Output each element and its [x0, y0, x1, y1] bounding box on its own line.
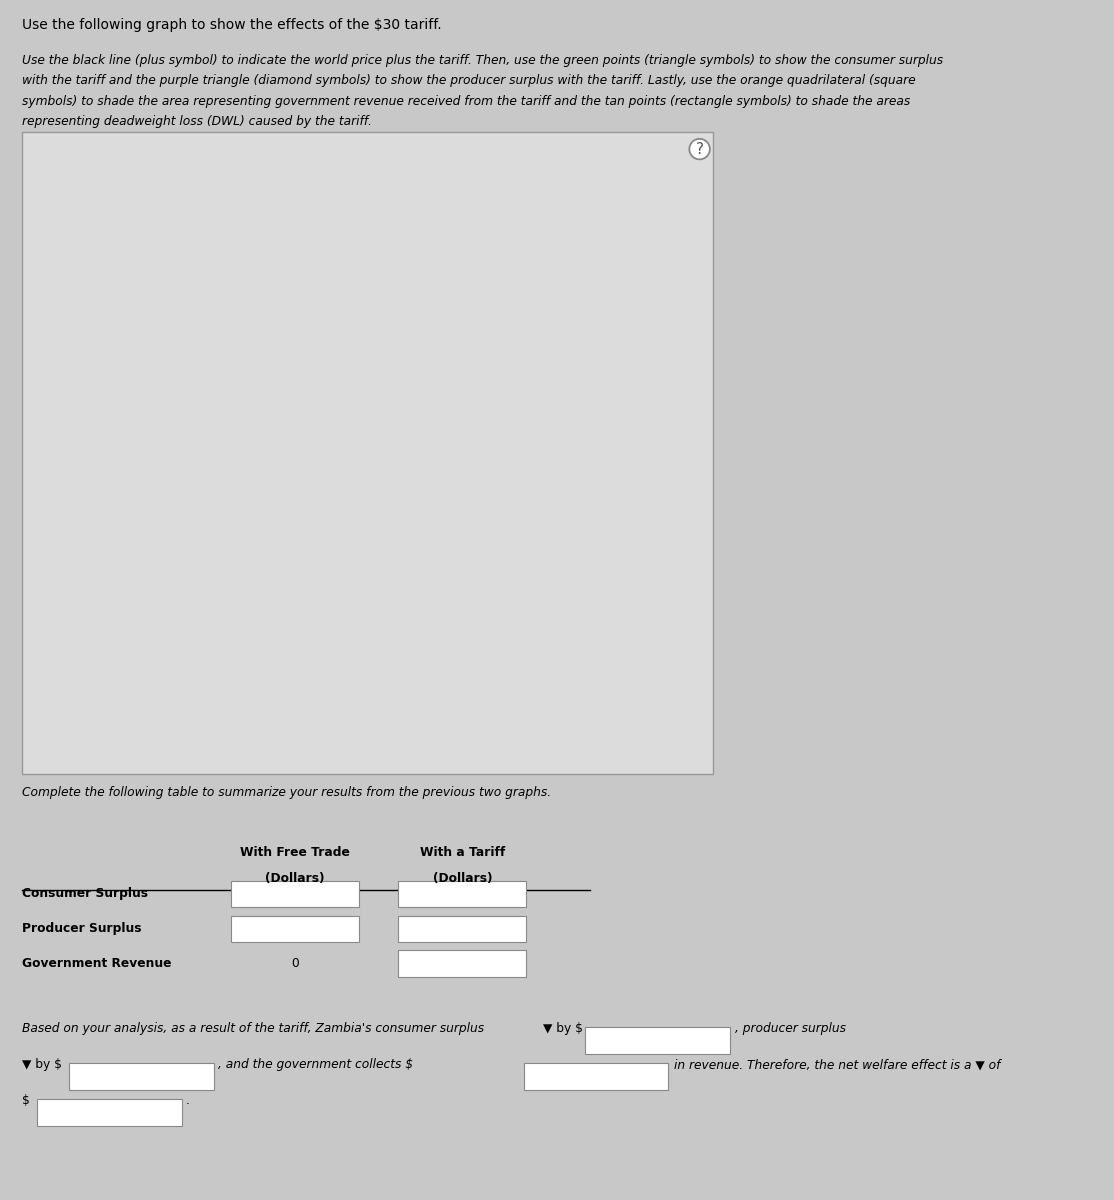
FancyBboxPatch shape	[517, 466, 620, 542]
Text: Use the following graph to show the effects of the $30 tariff.: Use the following graph to show the effe…	[22, 18, 442, 32]
Polygon shape	[206, 530, 243, 582]
Y-axis label: PRICE (Dollars per ton): PRICE (Dollars per ton)	[47, 385, 59, 521]
Text: in revenue. Therefore, the net welfare effect is a ▼ of: in revenue. Therefore, the net welfare e…	[674, 1058, 1000, 1072]
Text: World Price Plus Tariff: World Price Plus Tariff	[528, 247, 655, 260]
Polygon shape	[243, 530, 342, 582]
Text: PS: PS	[528, 466, 541, 479]
Polygon shape	[95, 185, 342, 530]
Text: Government Revenue: Government Revenue	[528, 569, 656, 582]
Text: $: $	[22, 1094, 30, 1108]
X-axis label: QUANTITY (Tons of soybeans): QUANTITY (Tons of soybeans)	[206, 762, 379, 775]
Text: Domestic Supply: Domestic Supply	[340, 191, 440, 204]
Text: representing deadweight loss (DWL) caused by the tariff.: representing deadweight loss (DWL) cause…	[22, 115, 372, 128]
Text: symbols) to shade the area representing government revenue received from the tar: symbols) to shade the area representing …	[22, 95, 910, 108]
Text: ?: ?	[695, 142, 704, 156]
Text: Consumer Surplus: Consumer Surplus	[22, 888, 148, 900]
Text: CS: CS	[528, 376, 544, 389]
Text: Domestic Demand: Domestic Demand	[102, 191, 212, 204]
Text: Complete the following table to summarize your results from the previous two gra: Complete the following table to summariz…	[22, 786, 551, 799]
Text: Based on your analysis, as a result of the tariff, Zambia's consumer surplus: Based on your analysis, as a result of t…	[22, 1022, 485, 1036]
Text: With Free Trade: With Free Trade	[241, 846, 350, 859]
Text: (Dollars): (Dollars)	[432, 872, 492, 886]
Text: ▼ by $: ▼ by $	[22, 1058, 62, 1072]
Polygon shape	[517, 260, 620, 350]
Text: With a Tariff: With a Tariff	[420, 846, 505, 859]
Text: ▼ by $: ▼ by $	[543, 1022, 583, 1036]
Text: Producer Surplus: Producer Surplus	[22, 923, 141, 935]
Text: $P_W$: $P_W$	[466, 563, 486, 577]
Text: Government Revenue: Government Revenue	[22, 958, 172, 970]
Text: (Dollars): (Dollars)	[265, 872, 325, 886]
Text: , and the government collects $: , and the government collects $	[218, 1058, 413, 1072]
Text: 0: 0	[292, 958, 299, 970]
Polygon shape	[342, 530, 379, 582]
Text: .: .	[186, 1094, 189, 1108]
Text: with the tariff and the purple triangle (diamond symbols) to show the producer s: with the tariff and the purple triangle …	[22, 74, 916, 88]
Text: Use the black line (plus symbol) to indicate the world price plus the tariff. Th: Use the black line (plus symbol) to indi…	[22, 54, 944, 67]
Text: , producer surplus: , producer surplus	[735, 1022, 847, 1036]
Text: DWL: DWL	[528, 697, 555, 710]
Polygon shape	[95, 530, 243, 738]
Polygon shape	[517, 364, 620, 440]
Polygon shape	[517, 594, 620, 671]
